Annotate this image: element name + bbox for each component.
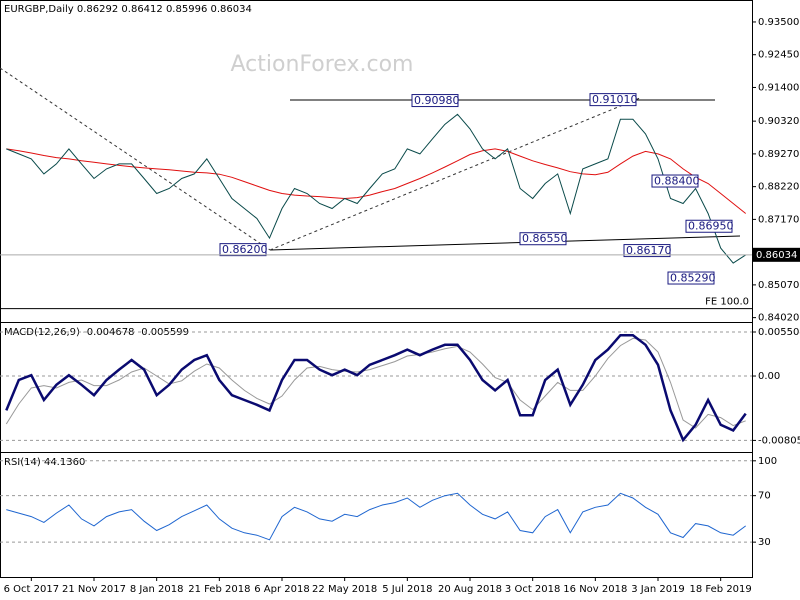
level-box <box>219 243 267 257</box>
series-line <box>6 492 746 541</box>
rsi-title: RSI(14) 44.1360 <box>4 457 85 468</box>
series-line <box>6 113 746 264</box>
trend-line <box>269 97 641 251</box>
x-tick-label: 18 Feb 2019 <box>690 584 752 595</box>
y-tick-label: 0.005504 <box>758 327 800 338</box>
frame <box>0 0 753 578</box>
x-tick-label: 5 Jul 2018 <box>382 584 432 595</box>
y-tick-label: 0.00 <box>758 371 780 382</box>
level-label: 0.91010 <box>592 93 638 106</box>
x-tick-label: 22 May 2018 <box>312 584 377 595</box>
y-tick-label: 0.87170 <box>758 214 799 225</box>
y-tick-label: 0.93500 <box>758 17 799 28</box>
level-box <box>685 219 733 233</box>
level-box <box>651 174 699 188</box>
level-label: 0.86950 <box>688 220 734 233</box>
level-label: 0.86550 <box>522 232 568 245</box>
last-price-box <box>752 247 800 262</box>
x-tick-label: 20 Aug 2018 <box>438 584 502 595</box>
y-tick-label: 0.92450 <box>758 50 799 61</box>
x-tick-label: 21 Nov 2017 <box>62 584 126 595</box>
y-tick-label: 0.85070 <box>758 280 799 291</box>
y-tick-label: 0.89270 <box>758 149 799 160</box>
x-tick-label: 8 Jan 2018 <box>130 584 184 595</box>
y-tick-label: 70 <box>758 491 771 502</box>
y-tick-label: 30 <box>758 537 771 548</box>
y-tick-label: -0.00805 <box>758 435 800 446</box>
trend-line <box>0 67 271 251</box>
level-label: 0.88400 <box>654 175 700 188</box>
level-label: 0.90980 <box>414 94 460 107</box>
x-tick-label: 3 Oct 2018 <box>505 584 560 595</box>
x-tick-label: 16 Nov 2018 <box>563 584 627 595</box>
last-price-label: 0.86034 <box>756 250 797 261</box>
y-tick-label: 0.84020 <box>758 313 799 324</box>
level-label: 0.86200 <box>222 243 268 256</box>
level-box <box>623 244 671 258</box>
series-line <box>6 148 747 214</box>
fe-label: FE 100.0 <box>705 297 749 308</box>
level-box <box>589 93 637 107</box>
level-box <box>519 232 567 246</box>
y-tick-label: 0.90320 <box>758 116 799 127</box>
level-box <box>667 271 715 285</box>
level-box <box>411 94 459 108</box>
y-tick-label: 100 <box>758 456 777 467</box>
x-tick-label: 6 Oct 2017 <box>4 584 59 595</box>
watermark: ActionForex.com <box>231 52 414 77</box>
x-tick-label: 6 Apr 2018 <box>254 584 309 595</box>
support-line <box>269 235 741 251</box>
level-label: 0.86170 <box>626 244 672 257</box>
x-tick-label: 21 Feb 2018 <box>188 584 250 595</box>
y-tick-label: 0.91400 <box>758 82 799 93</box>
y-tick-label: 0.88220 <box>758 182 799 193</box>
x-tick-label: 3 Jan 2019 <box>631 584 685 595</box>
series-line <box>5 333 747 443</box>
chart-title: EURGBP,Daily 0.86292 0.86412 0.85996 0.8… <box>4 4 252 15</box>
series-line <box>5 337 746 429</box>
level-label: 0.85290 <box>670 272 716 285</box>
